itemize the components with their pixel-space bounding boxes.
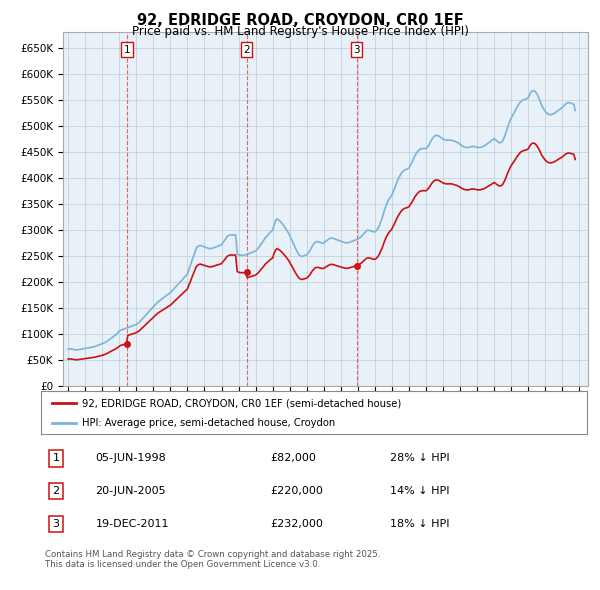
- Text: 1: 1: [53, 454, 59, 463]
- Text: 3: 3: [353, 45, 360, 55]
- Text: 05-JUN-1998: 05-JUN-1998: [95, 454, 166, 463]
- Text: £220,000: £220,000: [270, 486, 323, 496]
- Text: 19-DEC-2011: 19-DEC-2011: [95, 519, 169, 529]
- Text: 3: 3: [53, 519, 59, 529]
- Text: 1: 1: [124, 45, 130, 55]
- Text: 92, EDRIDGE ROAD, CROYDON, CR0 1EF (semi-detached house): 92, EDRIDGE ROAD, CROYDON, CR0 1EF (semi…: [82, 398, 401, 408]
- Text: 14% ↓ HPI: 14% ↓ HPI: [390, 486, 450, 496]
- Text: £232,000: £232,000: [270, 519, 323, 529]
- Text: Price paid vs. HM Land Registry's House Price Index (HPI): Price paid vs. HM Land Registry's House …: [131, 25, 469, 38]
- Text: 28% ↓ HPI: 28% ↓ HPI: [390, 454, 450, 463]
- Text: Contains HM Land Registry data © Crown copyright and database right 2025.
This d: Contains HM Land Registry data © Crown c…: [45, 550, 380, 569]
- Text: 20-JUN-2005: 20-JUN-2005: [95, 486, 166, 496]
- Text: HPI: Average price, semi-detached house, Croydon: HPI: Average price, semi-detached house,…: [82, 418, 335, 428]
- Text: 18% ↓ HPI: 18% ↓ HPI: [390, 519, 450, 529]
- Text: 2: 2: [243, 45, 250, 55]
- Text: £82,000: £82,000: [270, 454, 316, 463]
- Text: 2: 2: [53, 486, 59, 496]
- Text: 92, EDRIDGE ROAD, CROYDON, CR0 1EF: 92, EDRIDGE ROAD, CROYDON, CR0 1EF: [137, 13, 463, 28]
